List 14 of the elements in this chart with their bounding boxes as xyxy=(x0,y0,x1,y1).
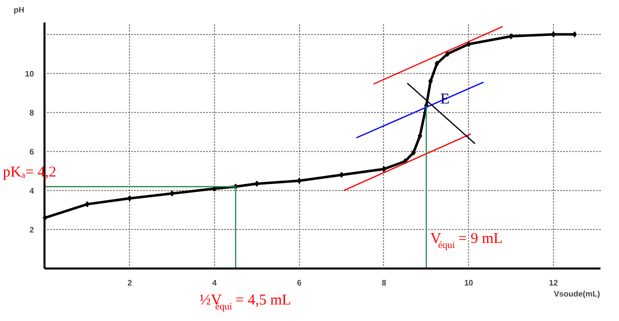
x-tick-label: 10 xyxy=(464,278,474,288)
x-tick-label: 12 xyxy=(549,278,558,288)
x-tick-label: 4 xyxy=(212,278,218,288)
y-tick-label: 6 xyxy=(29,147,34,156)
x-tick-label: 6 xyxy=(296,278,302,288)
x-tick-label: 8 xyxy=(382,278,387,288)
x-axis-title: Vsoude(mL) xyxy=(554,290,600,299)
annotation: ½Véqui= 4,5 mL xyxy=(200,292,292,313)
y-axis-title: pH xyxy=(14,6,24,15)
y-tick-label: 8 xyxy=(29,108,34,118)
y-tick-label: 2 xyxy=(29,226,34,235)
x-tick-label: 2 xyxy=(127,278,132,288)
y-tick-label: 10 xyxy=(25,69,34,78)
y-tick-label: 4 xyxy=(29,186,34,196)
